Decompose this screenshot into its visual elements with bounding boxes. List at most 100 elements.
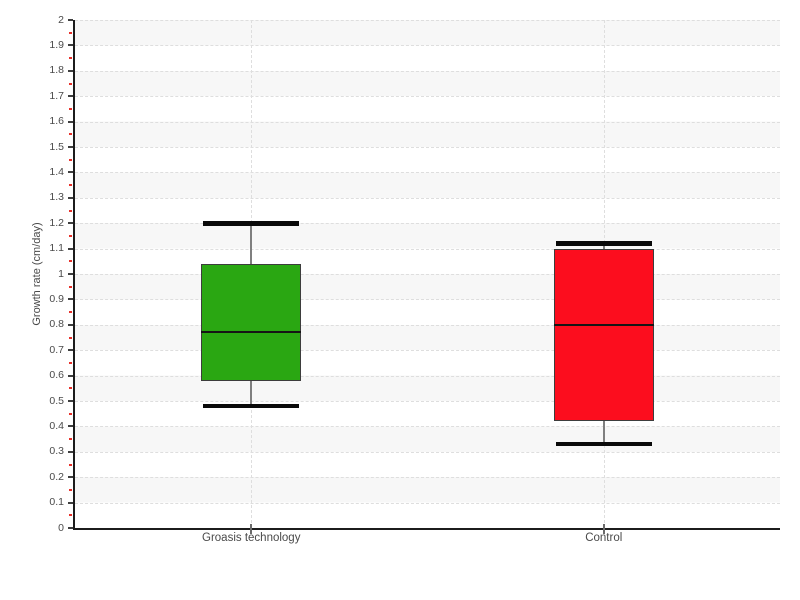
y-gridline: [75, 147, 780, 148]
y-major-tick: [68, 120, 73, 123]
y-tick-label: 0.4: [49, 419, 64, 432]
whisker-cap-low-groasis-technology: [203, 403, 300, 409]
y-tick-label: 1: [58, 267, 64, 280]
y-tick-label: 1.1: [49, 242, 64, 255]
y-minor-tick: [69, 31, 72, 34]
x-category-tick: [250, 524, 253, 534]
y-tick-label: 0.3: [49, 445, 64, 458]
y-major-tick: [68, 146, 73, 148]
y-major-tick: [68, 501, 73, 504]
y-tick-label: 1.8: [49, 64, 64, 77]
y-tick-label: 0: [58, 521, 64, 534]
y-tick-label: 0.9: [49, 292, 64, 305]
y-gridline: [75, 70, 780, 72]
y-tick-label: 1.5: [49, 140, 64, 153]
y-gridline: [75, 477, 780, 479]
y-tick-label: 0.7: [49, 343, 64, 356]
y-tick-label: 0.5: [49, 394, 64, 407]
y-minor-tick: [69, 260, 72, 263]
y-minor-tick: [69, 285, 72, 288]
y-minor-tick: [69, 209, 72, 212]
y-major-tick: [68, 171, 73, 174]
y-tick-label: 1.7: [49, 89, 64, 102]
y-tick-label: 1.2: [49, 216, 64, 229]
whisker-cap-high-groasis-technology: [203, 221, 300, 226]
y-tick-label: 0.2: [49, 470, 64, 483]
y-gridline: [75, 45, 780, 47]
y-major-tick: [68, 69, 73, 72]
y-gridline: [75, 223, 780, 225]
y-tick-label: 1.6: [49, 115, 64, 128]
y-major-tick: [68, 374, 73, 377]
y-minor-tick: [69, 133, 72, 136]
y-gridline: [75, 248, 780, 250]
y-minor-tick: [69, 107, 72, 110]
whisker-stem-top-control: [602, 243, 605, 249]
y-gridline: [75, 324, 780, 326]
whisker-cap-low-control: [555, 441, 652, 447]
median-line-control: [553, 323, 654, 326]
y-major-tick: [68, 527, 73, 529]
y-minor-tick: [69, 234, 72, 237]
box-groasis-technology: [201, 263, 302, 381]
y-tick-label: 0.6: [49, 369, 64, 382]
y-minor-tick: [69, 361, 72, 364]
y-axis-line: [73, 20, 75, 528]
y-tick-label: 1.4: [49, 165, 64, 178]
y-major-tick: [68, 196, 73, 199]
y-minor-tick: [69, 158, 72, 161]
y-tick-label: 2: [58, 13, 64, 26]
y-minor-tick: [69, 514, 72, 517]
y-minor-tick: [69, 387, 72, 390]
y-major-tick: [68, 450, 73, 453]
y-gridline: [75, 426, 780, 428]
plot-area: [75, 20, 780, 528]
y-minor-tick: [69, 57, 72, 60]
y-gridline: [75, 451, 780, 453]
y-minor-tick: [69, 336, 72, 339]
y-major-tick: [68, 19, 73, 21]
y-gridline: [75, 197, 780, 199]
y-gridline: [75, 401, 780, 402]
y-major-tick: [68, 476, 73, 479]
y-gridline: [75, 502, 780, 504]
y-major-tick: [68, 323, 73, 326]
y-minor-tick: [69, 311, 72, 314]
y-minor-tick: [69, 412, 72, 415]
y-major-tick: [68, 247, 73, 250]
box-control: [553, 248, 654, 422]
y-tick-label: 0.8: [49, 318, 64, 331]
y-gridline: [75, 121, 780, 123]
y-gridline: [75, 350, 780, 352]
y-minor-tick: [69, 438, 72, 441]
y-gridline: [75, 20, 780, 21]
x-axis-line: [73, 528, 780, 530]
x-category-label-control: Control: [585, 532, 623, 544]
y-major-tick: [68, 298, 73, 301]
y-major-tick: [68, 95, 73, 98]
y-gridline: [75, 299, 780, 301]
y-gridline: [75, 375, 780, 377]
y-tick-label: 1.9: [49, 38, 64, 51]
whisker-stem-bottom-control: [602, 421, 605, 445]
y-gridline: [75, 96, 780, 98]
median-line-groasis-technology: [201, 331, 302, 334]
y-minor-tick: [69, 82, 72, 85]
y-major-tick: [68, 349, 73, 352]
y-major-tick: [68, 400, 73, 402]
x-category-label-groasis-technology: Groasis technology: [202, 532, 301, 544]
y-gridline: [75, 172, 780, 174]
whisker-stem-top-groasis-technology: [250, 223, 253, 264]
x-category-tick: [602, 524, 605, 534]
y-minor-tick: [69, 184, 72, 187]
y-tick-label: 0.1: [49, 496, 64, 509]
y-minor-tick: [69, 488, 72, 491]
whisker-stem-bottom-groasis-technology: [250, 380, 253, 407]
y-major-tick: [68, 273, 73, 275]
y-gridline: [75, 274, 780, 275]
y-tick-label: 1.3: [49, 191, 64, 204]
y-major-tick: [68, 425, 73, 428]
y-major-tick: [68, 44, 73, 47]
whisker-cap-high-control: [555, 241, 652, 246]
